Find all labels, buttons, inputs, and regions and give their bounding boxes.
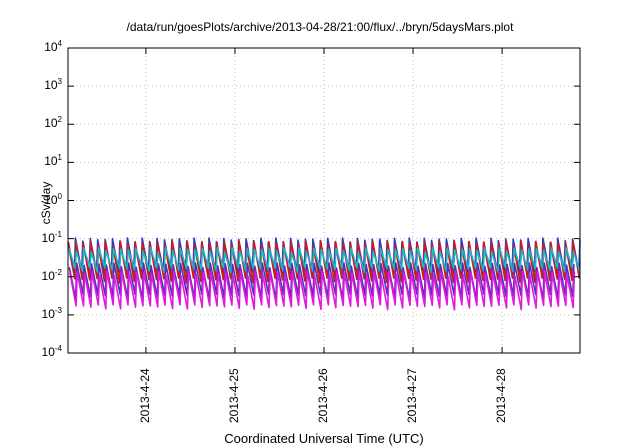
y-tick-label: 101 bbox=[44, 153, 62, 169]
y-tick-label: 10-3 bbox=[41, 305, 62, 321]
y-tick-label: 10-1 bbox=[41, 229, 62, 245]
x-tick-label: 2013-4-24 bbox=[137, 368, 152, 423]
y-tick-label: 103 bbox=[44, 77, 62, 93]
data-series-line bbox=[69, 270, 576, 311]
x-tick-label: 2013-4-28 bbox=[494, 368, 509, 423]
y-tick-label: 10-4 bbox=[41, 344, 62, 359]
x-tick-label: 2013-4-27 bbox=[405, 368, 420, 423]
y-tick-label: 102 bbox=[44, 115, 62, 131]
x-tick-label: 2013-4-25 bbox=[226, 368, 241, 423]
x-tick-label: 2013-4-26 bbox=[316, 368, 330, 423]
x-axis-label: Coordinated Universal Time (UTC) bbox=[224, 431, 424, 446]
y-tick-label: 10-2 bbox=[41, 267, 62, 283]
y-tick-label: 104 bbox=[44, 39, 62, 54]
chart-title: /data/run/goesPlots/archive/2013-04-28/2… bbox=[126, 20, 514, 34]
y-tick-label: 100 bbox=[44, 191, 62, 207]
data-series-line bbox=[68, 247, 581, 274]
